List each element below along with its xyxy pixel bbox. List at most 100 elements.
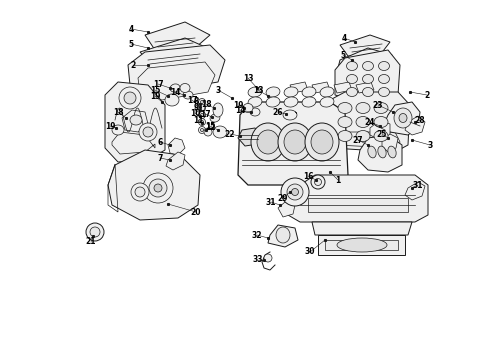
Ellipse shape — [243, 104, 253, 112]
Polygon shape — [338, 48, 392, 75]
Ellipse shape — [320, 87, 334, 97]
Ellipse shape — [346, 62, 358, 71]
Ellipse shape — [338, 117, 352, 127]
Polygon shape — [312, 222, 412, 235]
Text: 15: 15 — [205, 122, 215, 131]
Text: 24: 24 — [365, 117, 375, 126]
Ellipse shape — [292, 189, 298, 195]
Ellipse shape — [200, 121, 203, 123]
Ellipse shape — [338, 131, 352, 141]
Ellipse shape — [388, 146, 396, 158]
Ellipse shape — [198, 104, 205, 112]
Text: 8: 8 — [194, 96, 198, 105]
Ellipse shape — [320, 97, 334, 107]
Ellipse shape — [131, 183, 149, 201]
Ellipse shape — [378, 87, 390, 96]
Text: 1: 1 — [335, 176, 341, 185]
Polygon shape — [385, 102, 420, 135]
Polygon shape — [325, 240, 398, 250]
Polygon shape — [356, 82, 374, 93]
Text: 5: 5 — [128, 40, 134, 49]
Text: 11: 11 — [193, 116, 203, 125]
Polygon shape — [145, 22, 210, 50]
Text: 13: 13 — [243, 73, 253, 82]
Text: 17: 17 — [153, 80, 163, 89]
Ellipse shape — [363, 75, 373, 84]
Ellipse shape — [112, 125, 124, 135]
Ellipse shape — [374, 103, 388, 113]
Ellipse shape — [378, 146, 386, 158]
Ellipse shape — [248, 87, 262, 97]
Ellipse shape — [135, 187, 145, 197]
Ellipse shape — [86, 223, 104, 241]
Polygon shape — [238, 128, 260, 146]
Text: 12: 12 — [205, 122, 215, 131]
Text: 31: 31 — [266, 198, 276, 207]
Text: 2: 2 — [130, 60, 136, 69]
Ellipse shape — [124, 92, 136, 104]
Text: 18: 18 — [201, 99, 211, 108]
Ellipse shape — [250, 108, 260, 116]
Ellipse shape — [200, 113, 203, 117]
Text: 26: 26 — [273, 108, 283, 117]
Text: 20: 20 — [191, 207, 201, 216]
Polygon shape — [335, 50, 400, 102]
Ellipse shape — [363, 87, 373, 96]
Polygon shape — [405, 182, 425, 200]
Polygon shape — [340, 35, 390, 56]
Text: 28: 28 — [415, 116, 425, 125]
Ellipse shape — [311, 175, 325, 189]
Ellipse shape — [204, 128, 212, 136]
Ellipse shape — [180, 84, 190, 93]
Ellipse shape — [378, 75, 390, 84]
Polygon shape — [268, 225, 298, 247]
Text: 33: 33 — [253, 256, 263, 265]
Text: 27: 27 — [353, 135, 363, 144]
Ellipse shape — [368, 146, 376, 158]
Text: 13: 13 — [253, 86, 263, 95]
Ellipse shape — [200, 107, 203, 109]
Ellipse shape — [281, 178, 309, 206]
Ellipse shape — [305, 123, 339, 161]
Ellipse shape — [143, 127, 153, 137]
Ellipse shape — [394, 108, 412, 128]
Text: 10: 10 — [190, 108, 200, 117]
Ellipse shape — [278, 123, 312, 161]
Text: 6: 6 — [157, 138, 163, 147]
Polygon shape — [318, 235, 405, 255]
Text: 21: 21 — [86, 238, 96, 247]
Ellipse shape — [356, 117, 370, 127]
Ellipse shape — [338, 103, 352, 113]
Polygon shape — [308, 198, 408, 212]
Ellipse shape — [346, 75, 358, 84]
Text: 25: 25 — [377, 130, 387, 139]
Text: 31: 31 — [413, 180, 423, 189]
Polygon shape — [334, 82, 352, 93]
Text: 18: 18 — [113, 108, 123, 117]
Text: 5: 5 — [341, 50, 345, 59]
Ellipse shape — [337, 238, 387, 252]
Text: 14: 14 — [170, 87, 180, 96]
Polygon shape — [325, 92, 410, 152]
Ellipse shape — [302, 87, 316, 97]
Text: 14: 14 — [235, 105, 245, 114]
Text: 19: 19 — [233, 100, 243, 109]
Ellipse shape — [170, 84, 180, 92]
Text: 23: 23 — [373, 100, 383, 109]
Polygon shape — [405, 116, 425, 135]
Text: 3: 3 — [216, 86, 220, 95]
Ellipse shape — [198, 99, 205, 105]
Polygon shape — [138, 62, 215, 100]
Ellipse shape — [248, 97, 262, 107]
Polygon shape — [288, 175, 428, 222]
Ellipse shape — [183, 91, 193, 99]
Ellipse shape — [378, 62, 390, 71]
Polygon shape — [168, 138, 185, 155]
Polygon shape — [290, 82, 308, 93]
Ellipse shape — [284, 87, 298, 97]
Ellipse shape — [198, 118, 205, 126]
Text: 17: 17 — [200, 109, 210, 118]
Text: 9: 9 — [194, 103, 198, 112]
Ellipse shape — [311, 130, 333, 154]
Ellipse shape — [356, 131, 370, 141]
